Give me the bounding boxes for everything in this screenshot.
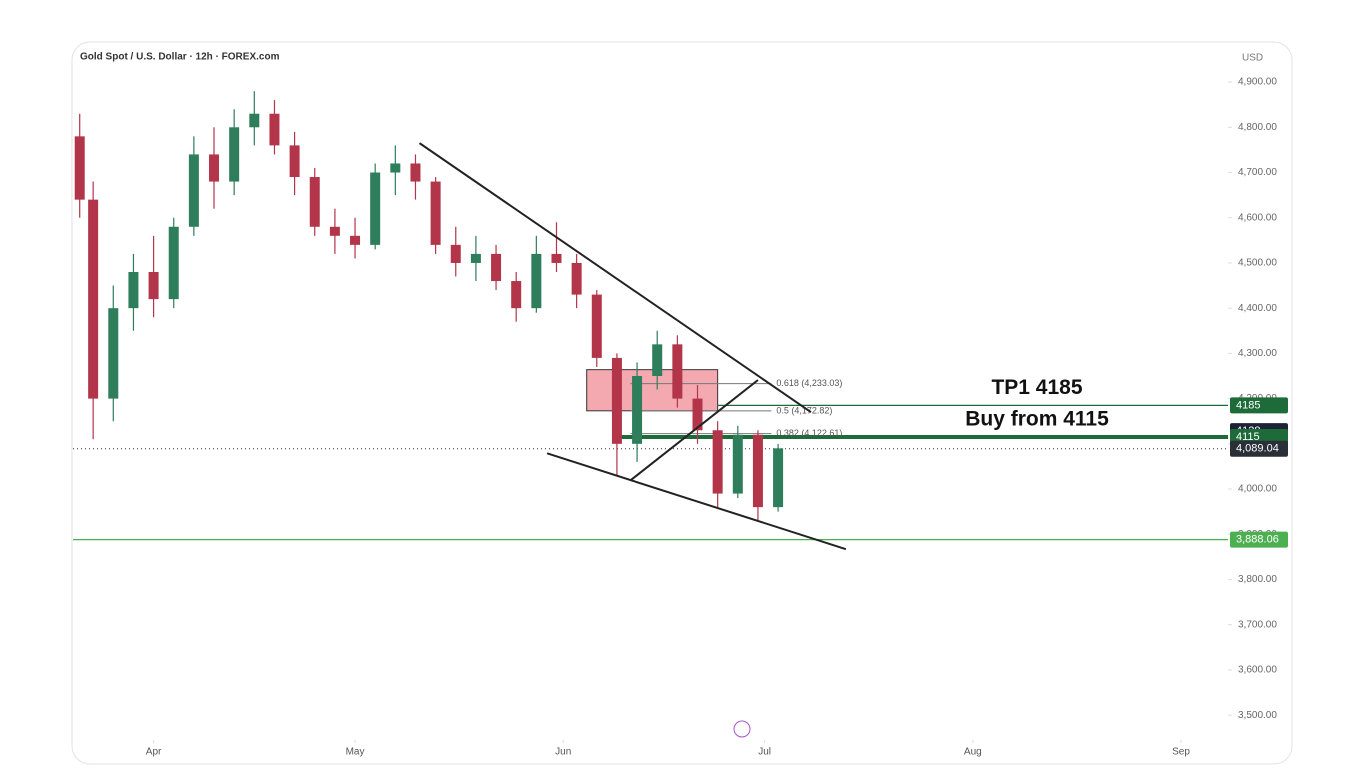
y-tick-label: 3,500.00 <box>1238 710 1277 721</box>
price-badge-label: 4,089.04 <box>1236 443 1279 455</box>
candle-body <box>269 113 280 146</box>
candle-body <box>229 127 240 182</box>
price-badge <box>1230 397 1288 414</box>
x-tick-label: Apr <box>146 747 162 758</box>
candle-body <box>289 145 300 178</box>
x-tick-label: Sep <box>1172 747 1190 758</box>
y-tick-label: 4,900.00 <box>1238 77 1277 88</box>
candle-body <box>571 262 582 295</box>
candle-body <box>370 172 381 245</box>
candle-body <box>74 136 85 200</box>
y-tick-label: 4,600.00 <box>1238 212 1277 223</box>
fib-label: 0.5 (4,172.82) <box>776 405 832 415</box>
candle-body <box>491 253 502 282</box>
y-tick-label: 4,800.00 <box>1238 122 1277 133</box>
price-badge-label: 4185 <box>1236 399 1260 411</box>
fib-label: 0.382 (4,122.61) <box>776 428 842 438</box>
price-badge <box>1230 531 1288 548</box>
candle-body <box>430 181 441 245</box>
price-badge <box>1230 440 1288 457</box>
candle-body <box>410 163 421 182</box>
x-tick-label: May <box>346 747 365 758</box>
chart-title: Gold Spot / U.S. Dollar · 12h · FOREX.co… <box>80 52 280 63</box>
candle-body <box>611 357 622 444</box>
y-tick-label: 3,800.00 <box>1238 574 1277 585</box>
candle-body <box>732 434 743 494</box>
candle-body <box>390 163 401 173</box>
candle-body <box>692 398 703 431</box>
candle-body <box>652 344 663 376</box>
annotation: Buy from 4115 <box>965 408 1109 431</box>
candle-body <box>108 308 119 399</box>
price-badge-label: 4115 <box>1236 431 1260 443</box>
y-tick-label: 4,400.00 <box>1238 303 1277 314</box>
price-badge-label: 3,888.06 <box>1236 534 1279 546</box>
y-tick-label: 4,300.00 <box>1238 348 1277 359</box>
x-tick-label: Aug <box>964 747 982 758</box>
candle-body <box>773 448 784 508</box>
candle-body <box>329 226 340 236</box>
candle-body <box>249 113 260 128</box>
y-tick-label: 4,700.00 <box>1238 167 1277 178</box>
candle-body <box>168 226 179 300</box>
candle-body <box>632 375 643 444</box>
logo <box>733 720 751 738</box>
candle-body <box>752 434 763 508</box>
candle-body <box>188 154 199 227</box>
candle-body <box>591 294 602 358</box>
y-tick-label: 4,500.00 <box>1238 258 1277 269</box>
x-tick-label: Jul <box>758 747 771 758</box>
candle-body <box>712 430 723 494</box>
trendline <box>629 379 759 482</box>
candle-body <box>88 199 99 399</box>
candle-body <box>350 235 361 245</box>
trendline <box>418 142 812 413</box>
y-axis-label: USD <box>1242 53 1263 64</box>
candle-body <box>148 271 159 300</box>
candle-body <box>209 154 220 182</box>
y-tick-label: 3,700.00 <box>1238 619 1277 630</box>
candle-body <box>470 253 481 263</box>
y-tick-label: 3,600.00 <box>1238 665 1277 676</box>
trendline <box>546 452 847 551</box>
candle-body <box>450 244 461 263</box>
candle-body <box>551 253 562 263</box>
candle-body <box>128 271 139 309</box>
fib-label: 0.618 (4,233.03) <box>776 378 842 388</box>
annotation: TP1 4185 <box>991 376 1082 399</box>
candle-body <box>672 344 683 399</box>
candle-body <box>309 177 320 227</box>
y-tick-label: 4,000.00 <box>1238 484 1277 495</box>
candle-body <box>531 253 542 309</box>
x-tick-label: Jun <box>555 747 571 758</box>
candle-body <box>511 281 522 309</box>
